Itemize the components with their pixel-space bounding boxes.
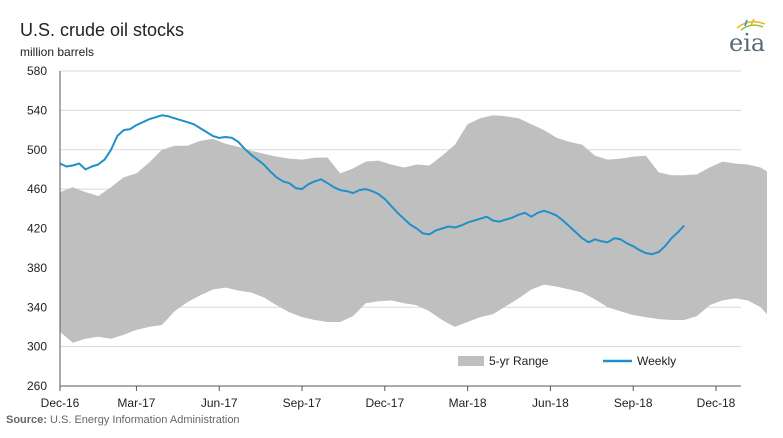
- x-tick-label-Sep-17: Sep-17: [283, 396, 322, 410]
- weekly-line: [59, 114, 685, 256]
- y-tick-label-500: 500: [27, 143, 47, 157]
- eia-logo-text: eia: [729, 29, 766, 57]
- y-tick-label-340: 340: [27, 300, 47, 314]
- x-tick-label-Mar-17: Mar-17: [117, 396, 155, 410]
- source-text: U.S. Energy Information Administration: [46, 414, 240, 426]
- y-tick-label-300: 300: [27, 340, 47, 354]
- y-tick-label-540: 540: [27, 103, 47, 117]
- source-note: Source: U.S. Energy Information Administ…: [6, 414, 240, 426]
- y-axis-unit-label: million barrels: [20, 45, 95, 59]
- x-tick-label-Dec-17: Dec-17: [365, 396, 404, 410]
- legend-range-swatch: [458, 356, 484, 366]
- legend: 5-yr Range Weekly: [458, 354, 676, 368]
- weekly-series: [59, 114, 685, 256]
- five-year-range-band: [60, 115, 767, 343]
- x-tick-label-Mar-18: Mar-18: [449, 396, 487, 410]
- y-tick-label-260: 260: [27, 379, 47, 393]
- eia-logo-rays-icon: [736, 18, 766, 31]
- y-tick-label-420: 420: [27, 222, 47, 236]
- x-tick-label-Sep-18: Sep-18: [614, 396, 653, 410]
- five-year-range-area: [60, 115, 767, 343]
- legend-weekly-label: Weekly: [637, 354, 676, 368]
- chart-title: U.S. crude oil stocks: [20, 20, 185, 40]
- y-tick-label-380: 380: [27, 261, 47, 275]
- source-prefix: Source:: [6, 414, 47, 426]
- y-tick-label-460: 460: [27, 182, 47, 196]
- y-tick-label-580: 580: [27, 64, 47, 78]
- x-tick-label-Dec-18: Dec-18: [697, 396, 736, 410]
- x-tick-label-Dec-16: Dec-16: [41, 396, 80, 410]
- x-tick-label-Jun-18: Jun-18: [532, 396, 569, 410]
- legend-range-label: 5-yr Range: [489, 354, 549, 368]
- axes: 260 300 340 380 420 460 500 540 580 Dec-16 Mar-17 J…: [27, 64, 741, 410]
- eia-logo: eia: [727, 16, 769, 57]
- x-tick-label-Jun-17: Jun-17: [201, 396, 238, 410]
